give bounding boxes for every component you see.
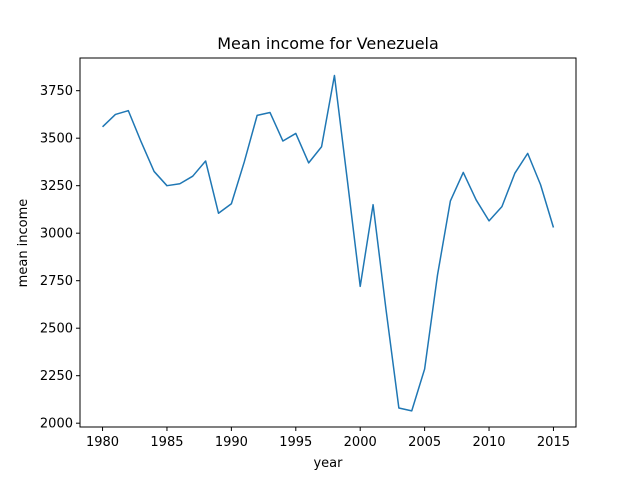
x-tick-label-1980: 1980 [86,435,119,450]
plot-frame [79,57,577,428]
y-tick-label-3250: 3250 [40,179,73,194]
series-line-0 [102,74,555,412]
y-tick-label-3750: 3750 [40,84,73,99]
x-axis-label: year [313,456,343,471]
y-tick-label-2500: 2500 [40,322,73,337]
x-tick-label-1990: 1990 [215,435,248,450]
y-tick-label-2250: 2250 [40,369,73,384]
x-tick-label-2015: 2015 [537,435,570,450]
x-tick-label-2000: 2000 [344,435,377,450]
x-tick-label-1995: 1995 [279,435,312,450]
chart-title: Mean income for Venezuela [217,34,439,53]
y-tick-label-3500: 3500 [40,132,73,147]
x-tick-label-2010: 2010 [472,435,505,450]
y-axis-label: mean income [16,199,31,288]
y-tick-label-3000: 3000 [40,227,73,242]
x-tick-label-1985: 1985 [150,435,183,450]
x-tick-label-2005: 2005 [408,435,441,450]
y-tick-label-2750: 2750 [40,274,73,289]
y-tick-label-2000: 2000 [40,417,73,432]
